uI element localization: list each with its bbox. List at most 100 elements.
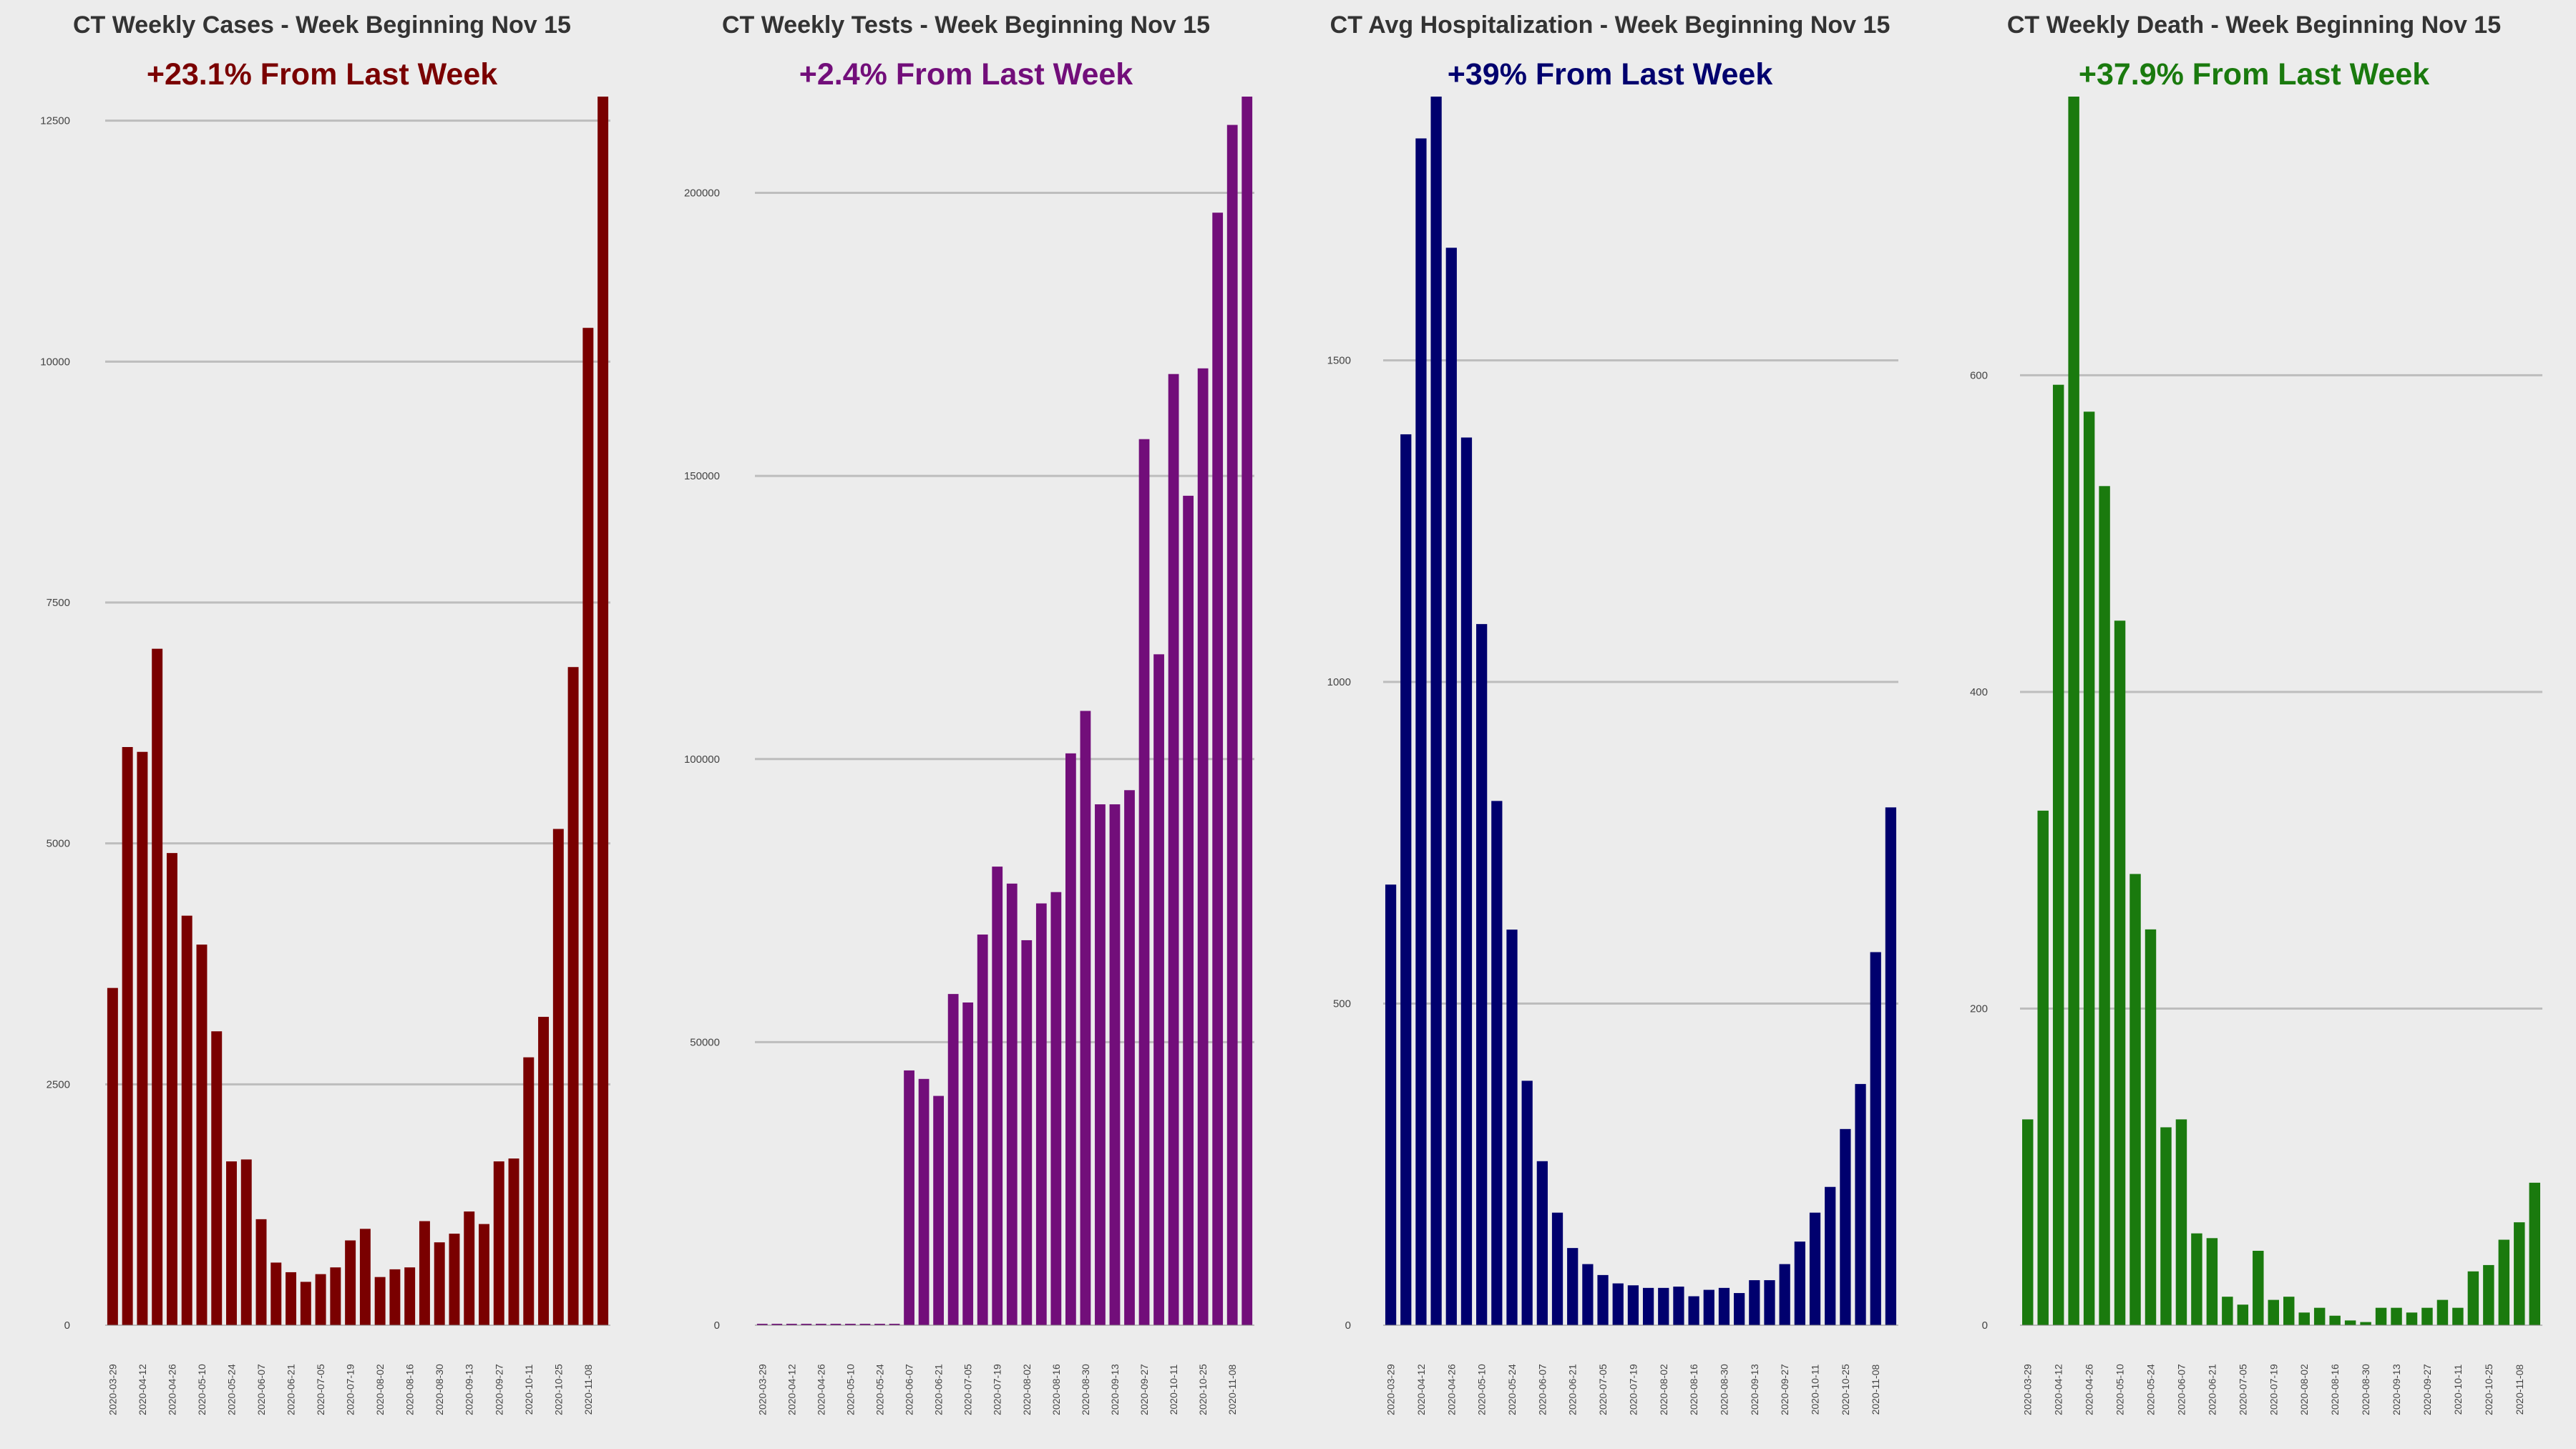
bar <box>1050 892 1062 1325</box>
bar <box>1825 1186 1836 1325</box>
chart-panel-1: CT Weekly Cases - Week Beginning Nov 15 +… <box>0 0 644 1449</box>
x-tick-label: 2020-09-13 <box>1749 1364 1760 1415</box>
x-tick-label: 2020-07-19 <box>992 1364 1003 1415</box>
bar <box>2191 1233 2202 1325</box>
bar <box>1855 1083 1866 1325</box>
bar <box>2467 1271 2479 1325</box>
bar <box>1567 1248 1579 1325</box>
bar <box>552 829 564 1325</box>
bar <box>1506 930 1518 1325</box>
x-tick-label: 2020-07-19 <box>1627 1364 1639 1415</box>
bar <box>2406 1312 2418 1325</box>
x-tick-label: 2020-03-29 <box>107 1364 118 1415</box>
bar <box>1385 884 1397 1325</box>
y-tick-label: 600 <box>1970 369 1988 381</box>
bar <box>1212 213 1224 1325</box>
bar <box>1445 248 1457 1326</box>
bar <box>493 1161 504 1325</box>
x-tick-label: 2020-11-08 <box>1226 1365 1238 1415</box>
bar <box>582 328 594 1326</box>
bar <box>918 1078 930 1325</box>
y-tick-label: 0 <box>1345 1319 1351 1332</box>
bar <box>1840 1128 1851 1325</box>
bar <box>137 751 148 1325</box>
bar <box>508 1158 519 1325</box>
x-tick-label: 2020-08-16 <box>404 1364 416 1415</box>
x-tick-label: 2020-08-02 <box>1021 1364 1033 1415</box>
bar <box>255 1219 267 1325</box>
x-tick-label: 2020-05-24 <box>874 1364 886 1415</box>
x-tick-label: 2020-04-12 <box>786 1364 797 1415</box>
chart-plot: 0 2500 5000 7500 10000 12500 2020-03-29 2020-04… <box>40 97 610 1415</box>
bar <box>2022 1119 2034 1325</box>
bar <box>1153 654 1164 1325</box>
x-tick-label: 2020-06-21 <box>286 1364 297 1415</box>
y-tick-label: 200000 <box>684 187 720 200</box>
bar <box>2283 1297 2295 1325</box>
bar <box>1197 368 1209 1325</box>
x-tick-label: 2020-09-13 <box>464 1364 475 1415</box>
bar <box>286 1272 297 1325</box>
x-tick-label: 2020-05-24 <box>1506 1364 1518 1415</box>
bar <box>2391 1307 2402 1325</box>
bar <box>1536 1161 1548 1325</box>
chart-panel-4: CT Weekly Death - Week Beginning Nov 15 +… <box>1932 0 2576 1449</box>
bar <box>389 1269 401 1325</box>
bar <box>2298 1312 2310 1325</box>
x-tick-label: 2020-08-16 <box>1050 1364 1062 1415</box>
x-tick-label: 2020-04-26 <box>1445 1364 1457 1415</box>
bar <box>226 1161 237 1325</box>
y-tick-label: 50000 <box>690 1036 720 1048</box>
bar <box>904 1070 914 1325</box>
bar <box>1582 1264 1594 1325</box>
bar <box>315 1274 326 1325</box>
x-tick-label: 2020-08-02 <box>1658 1364 1669 1415</box>
bar <box>2237 1304 2249 1325</box>
bar <box>270 1262 282 1325</box>
bar <box>815 1324 826 1325</box>
bar <box>122 747 133 1325</box>
chart-panel-3: CT Avg Hospitalization - Week Beginning … <box>1288 0 1932 1449</box>
bar <box>2268 1299 2279 1325</box>
bar <box>1021 940 1033 1325</box>
y-tick-label: 500 <box>1333 998 1351 1010</box>
bar <box>992 867 1003 1325</box>
x-tick-label: 2020-10-11 <box>2452 1365 2464 1415</box>
bar <box>2160 1127 2172 1325</box>
x-tick-label: 2020-10-25 <box>552 1364 564 1415</box>
x-tick-label: 2020-06-21 <box>2206 1364 2218 1415</box>
bar <box>2436 1299 2449 1325</box>
x-tick-label: 2020-07-05 <box>1597 1364 1609 1415</box>
x-tick-label: 2020-10-11 <box>523 1365 535 1415</box>
bar <box>1521 1080 1533 1325</box>
bar <box>2222 1297 2233 1325</box>
x-tick-label: 2020-03-29 <box>1385 1364 1397 1415</box>
bar <box>2175 1119 2187 1325</box>
x-tick-label: 2020-08-02 <box>374 1364 386 1415</box>
bar <box>977 935 988 1325</box>
x-tick-label: 2020-05-10 <box>1476 1364 1488 1415</box>
bar <box>2037 810 2049 1325</box>
x-tick-label: 2020-08-16 <box>2329 1364 2341 1415</box>
chart-title: CT Weekly Cases - Week Beginning Nov 15 <box>73 11 571 39</box>
bar <box>756 1324 768 1325</box>
bar <box>1168 374 1179 1325</box>
bar <box>1673 1287 1684 1325</box>
x-tick-label: 2020-07-19 <box>345 1364 356 1415</box>
bar <box>801 1324 812 1325</box>
x-tick-label: 2020-10-11 <box>1168 1365 1179 1415</box>
bar <box>830 1324 841 1325</box>
x-tick-label: 2020-06-07 <box>904 1364 915 1415</box>
x-tick-label: 2020-08-30 <box>1080 1364 1091 1415</box>
bar <box>2068 97 2079 1325</box>
bar <box>479 1224 489 1325</box>
x-tick-label: 2020-09-27 <box>2421 1364 2433 1415</box>
chart-subtitle: +37.9% From Last Week <box>2078 57 2430 92</box>
bar <box>538 1017 550 1325</box>
chart-plot: 0 500 1000 1500 2020-03-29 2020-04-12 2020-04-… <box>1327 97 1898 1415</box>
bar <box>947 994 959 1325</box>
x-tick-label: 2020-10-11 <box>1810 1365 1821 1415</box>
x-tick-label: 2020-04-12 <box>1415 1364 1427 1415</box>
bar <box>1794 1241 1805 1325</box>
